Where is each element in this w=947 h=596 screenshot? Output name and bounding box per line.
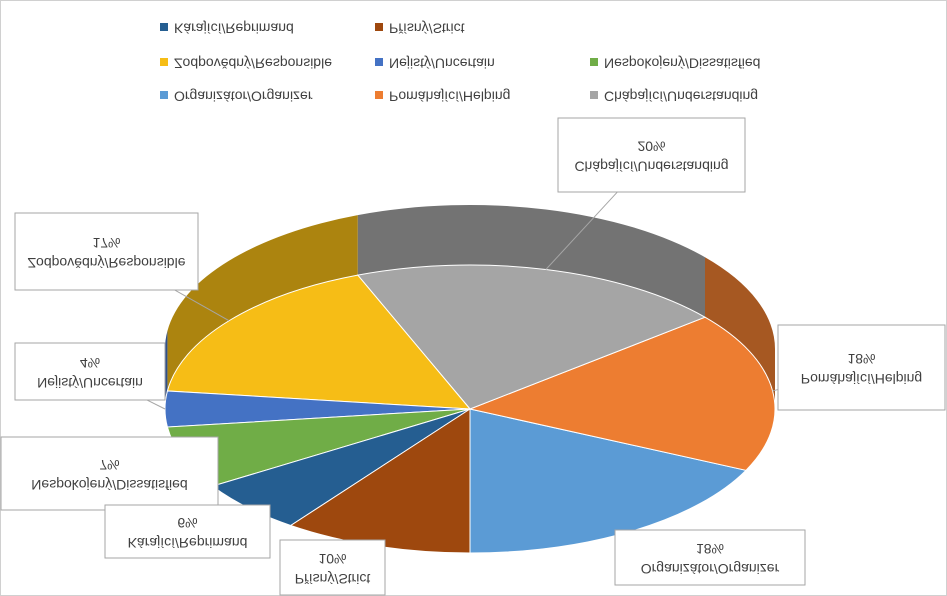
legend-label: Chápající/Understanding	[604, 88, 758, 104]
data-label-value: 7%	[99, 457, 119, 473]
data-label-value: 18%	[847, 351, 875, 367]
label-box	[104, 504, 271, 559]
data-label-value: 4%	[80, 355, 100, 371]
slice	[356, 264, 707, 410]
data-label-name: Pomáhající/Helping	[801, 371, 922, 387]
data-label-value: 10%	[318, 551, 346, 567]
label-box	[14, 342, 166, 401]
slice-side	[357, 205, 706, 318]
legend-label: Kárající/Reprimand	[174, 20, 294, 36]
legend-swatch	[375, 58, 383, 66]
slice	[166, 274, 472, 410]
label-box	[777, 324, 946, 411]
legend-swatch	[375, 23, 383, 31]
label-box	[0, 436, 219, 511]
data-label-value: 6%	[177, 515, 197, 531]
data-label-name: Přísný/Strict	[295, 571, 371, 587]
legend-swatch	[375, 91, 383, 99]
label-box	[14, 212, 199, 291]
data-label-value: 17%	[92, 235, 120, 251]
label-box	[614, 529, 806, 586]
legend-label: Zodpovědný/Responsible	[174, 55, 332, 71]
legend-swatch	[160, 91, 168, 99]
slice	[468, 316, 776, 471]
legend-label: Přísný/Strict	[389, 20, 465, 36]
data-label-name: Organizátor/Organizer	[641, 561, 780, 577]
slice-side	[165, 330, 168, 409]
data-label-name: Zodpovědný/Responsible	[28, 255, 186, 271]
label-box	[279, 539, 386, 596]
label-box	[557, 117, 746, 193]
data-label-name: Kárající/Reprimand	[128, 535, 248, 551]
legend-label: Pomáhající/Helping	[389, 88, 510, 104]
slice-side	[705, 257, 775, 409]
legend-swatch	[160, 23, 168, 31]
legend-label: Nejistý/Uncertain	[389, 55, 495, 71]
data-label-name: Chápající/Understanding	[574, 158, 728, 174]
data-label-name: Nejistý/Uncertain	[37, 375, 143, 391]
legend-label: Organizátor/Organizer	[174, 88, 313, 104]
legend-label: Nespokojený/Dissatisfied	[604, 55, 760, 71]
data-label-value: 20%	[637, 138, 665, 154]
data-label-value: 18%	[696, 541, 724, 557]
legend-swatch	[160, 58, 168, 66]
legend-swatch	[590, 58, 598, 66]
legend-swatch	[590, 91, 598, 99]
data-label-name: Nespokojený/Dissatisfied	[31, 477, 187, 493]
